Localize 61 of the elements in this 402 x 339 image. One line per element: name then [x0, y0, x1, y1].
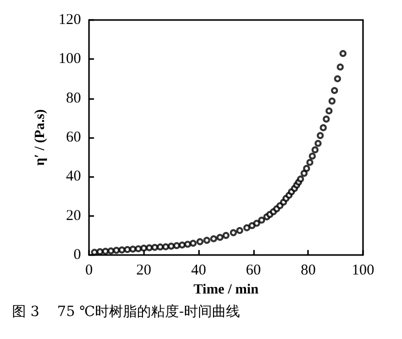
point [140, 244, 148, 252]
point [336, 64, 344, 70]
x-tick-label: 20 [136, 262, 152, 278]
point [243, 224, 250, 232]
y-tick-label: 40 [66, 168, 81, 185]
x-tick-label: 40 [191, 262, 206, 278]
point [102, 248, 109, 255]
point [248, 222, 256, 230]
point [312, 146, 319, 154]
point [258, 216, 266, 224]
x-tick-label: 0 [85, 262, 93, 278]
point [314, 140, 322, 147]
point [118, 246, 126, 254]
y-tick-label: 0 [74, 247, 81, 263]
point [326, 107, 333, 114]
y-tick-label: 120 [58, 12, 81, 28]
point [216, 234, 224, 241]
point [190, 240, 197, 247]
point [162, 243, 170, 250]
point [156, 243, 164, 250]
point [300, 170, 308, 177]
point [303, 164, 310, 172]
y-tick-label: 20 [66, 208, 81, 224]
point [334, 75, 342, 82]
point [236, 227, 244, 234]
point [230, 229, 237, 236]
point [107, 247, 114, 254]
caption: 图 3 75 ℃时树脂的粘度-时间曲线 [12, 304, 240, 320]
x-tick-label: 60 [246, 262, 261, 278]
point [124, 246, 131, 254]
point [134, 245, 142, 252]
point [320, 124, 327, 132]
point [322, 116, 330, 123]
point [168, 242, 175, 250]
point [340, 50, 346, 57]
point [173, 242, 180, 250]
point [178, 242, 186, 249]
point [203, 236, 210, 244]
point [297, 176, 304, 183]
point [129, 246, 136, 253]
point [196, 238, 204, 246]
x-tick-label: 100 [352, 262, 374, 278]
point [328, 98, 336, 105]
point [306, 158, 314, 166]
point [331, 87, 338, 94]
point [146, 244, 153, 252]
point [184, 240, 192, 248]
point [316, 132, 324, 140]
point [308, 152, 316, 160]
x-tick-label: 80 [300, 262, 316, 278]
x-axis-title: Time / min [193, 282, 259, 298]
point [253, 220, 260, 227]
point [96, 248, 104, 256]
point [210, 235, 218, 242]
y-tick-label: 60 [66, 130, 81, 146]
point [112, 246, 120, 254]
y-axis-title: η′ / (Pa.s) [33, 108, 48, 166]
point [151, 244, 158, 251]
point [222, 232, 230, 239]
y-tick-label: 80 [66, 90, 81, 106]
y-tick-label: 100 [58, 51, 81, 68]
